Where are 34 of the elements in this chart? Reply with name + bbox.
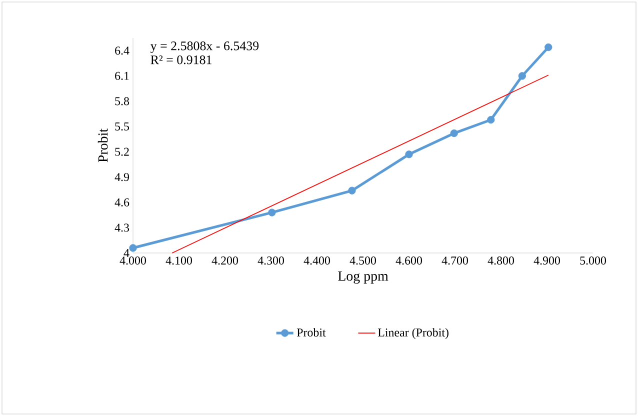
y-tick-label: 6.4 (115, 46, 130, 55)
x-tick-label: 4.500 (350, 256, 376, 265)
x-tick-label: 4.900 (534, 256, 560, 265)
y-tick-label: 4.6 (114, 198, 130, 206)
x-tick-label: 4.400 (304, 256, 330, 265)
y-axis-title: Probit (98, 128, 108, 162)
y-tick-label: 4.3 (114, 224, 130, 232)
y-tick-label: 4.9 (114, 173, 129, 182)
x-tick-label: 4.100 (166, 256, 192, 265)
x-tick-label: 4.300 (258, 256, 284, 265)
point (129, 244, 137, 252)
x-tick-label: 4.000 (120, 256, 146, 265)
point (544, 43, 552, 52)
y-tick-label: 5.5 (115, 122, 130, 131)
legend-label: Linear (Probit) (378, 328, 448, 339)
y-tick-label: 4 (124, 249, 130, 257)
x-tick-label: 5.000 (580, 256, 606, 265)
point (487, 116, 495, 124)
point (405, 150, 413, 158)
y-tick-label: 5.2 (115, 148, 129, 156)
point (518, 72, 526, 80)
x-tick-label: 4.200 (212, 256, 238, 265)
point (450, 129, 458, 138)
x-tick-label: 4.700 (442, 256, 468, 265)
point (268, 208, 276, 216)
x-tick-label: 4.800 (488, 256, 514, 265)
point (348, 186, 356, 194)
x-axis-title: Log ppm (338, 271, 388, 284)
annotation: R² = 0.9181 (150, 55, 212, 64)
y-tick-label: 6.1 (115, 72, 129, 80)
y-tick-label: 5.8 (115, 97, 130, 106)
annotation: y = 2.5808x - 6.5439 (150, 42, 259, 53)
legend-label: Probit (296, 328, 326, 337)
x-tick-label: 4.600 (396, 256, 422, 265)
